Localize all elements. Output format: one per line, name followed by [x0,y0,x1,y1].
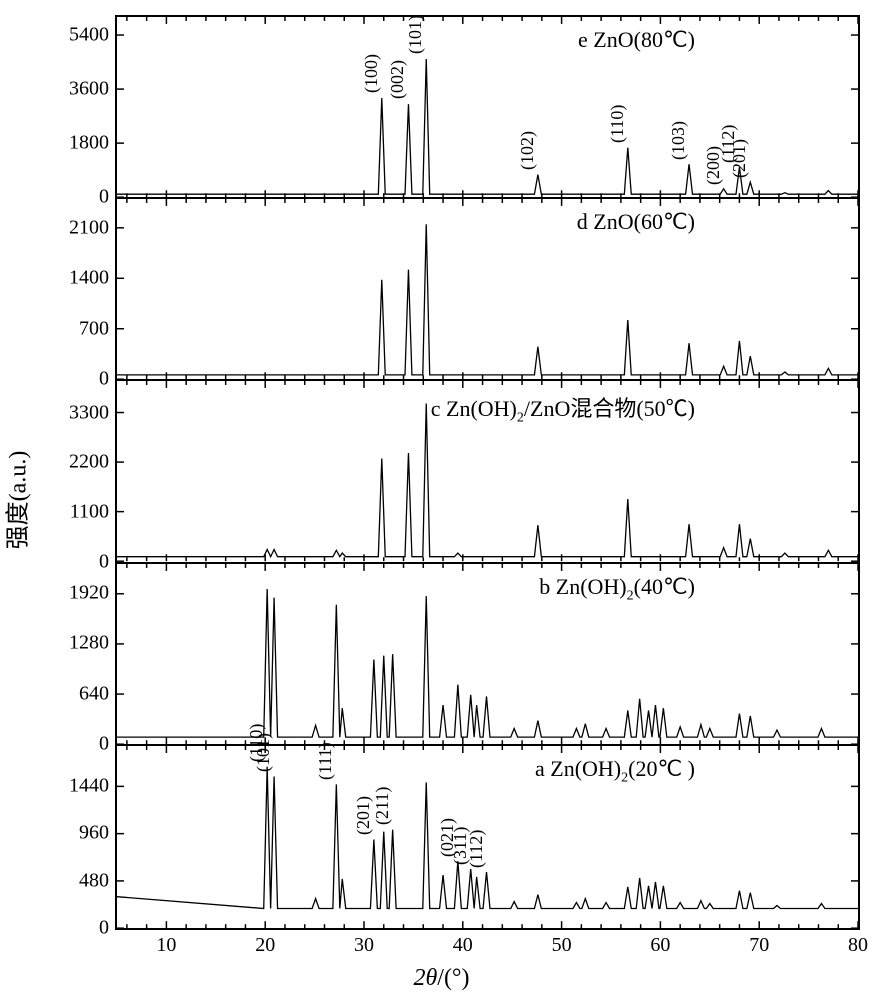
ytick-label: 1440 [69,775,109,798]
ytick-label: 3300 [69,401,109,424]
peak-label: (201) [729,139,750,178]
ytick-label: 1920 [69,582,109,605]
ytick-label: 1100 [70,501,109,524]
peak-label: (002) [387,60,408,99]
panel-e: e ZnO(80℃)0180036005400(100)(002)(101)(1… [117,17,858,199]
panel-title-a: a Zn(OH)2(20℃ ) [535,756,695,786]
ytick-label: 0 [99,732,109,755]
xtick-label: 20 [255,934,275,957]
peak-label: (201) [353,796,374,835]
y-axis-label: 强度(a.u.) [0,451,33,550]
ytick-label: 960 [79,822,109,845]
panel-b: b Zn(OH)2(40℃)064012801920 [117,564,858,746]
ytick-label: 3600 [69,78,109,101]
panel-title-b: b Zn(OH)2(40℃) [539,574,695,604]
xtick-label: 60 [650,934,670,957]
peak-label: (111) [315,743,336,781]
ytick-label: 0 [99,916,109,939]
xtick-label: 30 [354,934,374,957]
ytick-label: 0 [99,186,109,209]
ytick-label: 700 [79,317,109,340]
ytick-label: 2100 [69,217,109,240]
peak-label: (110) [607,105,628,143]
ytick-label: 0 [99,550,109,573]
xtick-label: 80 [848,934,868,957]
xtick-label: 50 [552,934,572,957]
x-axis-unit: /(°) [437,965,469,991]
plot-stack: e ZnO(80℃)0180036005400(100)(002)(101)(1… [115,15,860,930]
x-axis-var: 2θ [413,965,437,991]
ytick-label: 1280 [69,632,109,655]
peak-label: (101) [253,733,274,772]
ytick-label: 2200 [69,451,109,474]
panel-title-e: e ZnO(80℃) [578,27,695,53]
ytick-label: 1400 [69,267,109,290]
xtick-label: 10 [156,934,176,957]
peak-label: (102) [517,131,538,170]
ytick-label: 640 [79,682,109,705]
ytick-label: 0 [99,368,109,391]
peak-label: (103) [668,121,689,160]
panel-a: a Zn(OH)2(20℃ )04809601440(110)(101)(111… [117,746,858,928]
peak-label: (211) [372,787,393,825]
peak-label: (101) [405,15,426,54]
xtick-label: 40 [453,934,473,957]
panel-c: c Zn(OH)2/ZnO混合物(50℃)0110022003300 [117,381,858,563]
xrd-figure: 强度(a.u.) 2θ/(°) e ZnO(80℃) 0 1800 3600 5400 (… [0,0,883,1000]
ytick-label: 1800 [69,132,109,155]
peak-label: (100) [361,54,382,93]
ytick-label: 5400 [69,24,109,47]
panel-title-d: d ZnO(60℃) [577,209,695,235]
xtick-label: 70 [749,934,769,957]
x-axis-label: 2θ/(°) [413,965,469,992]
peak-label: (112) [466,829,487,867]
ytick-label: 480 [79,869,109,892]
panel-title-c: c Zn(OH)2/ZnO混合物(50℃) [431,391,695,426]
panel-d: d ZnO(60℃)070014002100 [117,199,858,381]
